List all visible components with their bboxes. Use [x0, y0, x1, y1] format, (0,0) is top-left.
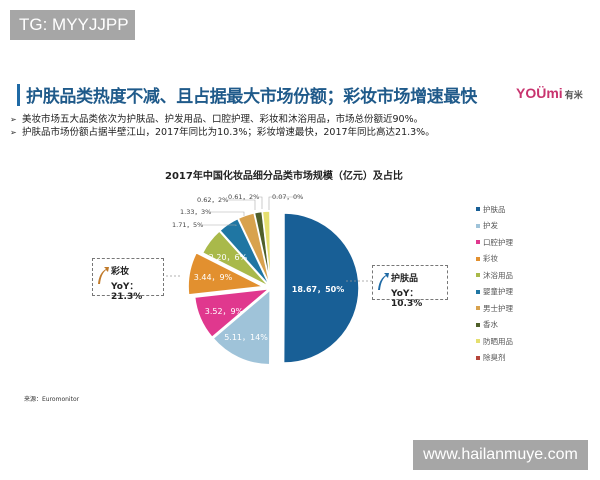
leader-line — [209, 211, 245, 216]
watermark-bottom-right: www.hailanmuye.com — [413, 440, 588, 470]
slice-label: 3.44，9% — [194, 273, 233, 282]
growth-arrow-icon — [378, 273, 389, 290]
callout-skincare: 护肤品 YoY：10.3% — [372, 265, 448, 309]
pie-slice — [269, 210, 272, 287]
slice-label: 0.61，2% — [228, 193, 259, 201]
callout-skincare-yoy: YoY：10.3% — [391, 289, 423, 309]
pie-slice — [187, 251, 266, 296]
legend-label: 彩妆 — [483, 254, 498, 264]
legend-swatch — [476, 273, 480, 278]
legend-item: 彩妆 — [476, 251, 513, 268]
slice-label: 0.62，2% — [197, 196, 228, 204]
legend-label: 护肤品 — [483, 204, 506, 214]
legend-item: 婴童护理 — [476, 284, 513, 301]
legend-item: 香水 — [476, 317, 513, 334]
slice-label: 3.52，9% — [205, 307, 244, 316]
title-accent-bar — [17, 84, 20, 106]
logo-text: YOÜmi — [516, 85, 563, 101]
slice-label: 1.33，3% — [180, 208, 211, 216]
legend-label: 口腔护理 — [483, 237, 513, 247]
leader-line — [201, 224, 237, 226]
chart-legend: 护肤品护发口腔护理彩妆沐浴用品婴童护理男士护理香水防晒用品除臭剂 — [476, 201, 513, 366]
legend-label: 男士护理 — [483, 303, 513, 313]
legend-label: 防晒用品 — [483, 336, 513, 346]
leader-line — [257, 196, 263, 209]
slice-label: 5.11，14% — [224, 333, 268, 342]
legend-item: 男士护理 — [476, 300, 513, 317]
slice-label: 18.67，50% — [292, 285, 344, 294]
callout-makeup: 彩妆 YoY：21.3% — [92, 258, 164, 302]
legend-swatch — [476, 355, 480, 360]
chart-title: 2017年中国化妆品细分品类市场规模（亿元）及占比 — [165, 171, 403, 182]
callout-makeup-yoy: YoY：21.3% — [111, 282, 143, 302]
pie-slice — [211, 288, 271, 366]
bullet-item: ➢ 护肤品市场份额占据半壁江山，2017年同比为10.3%；彩妆增速最快，2017… — [10, 127, 435, 138]
pie-slice — [193, 287, 272, 339]
page-title: 护肤品类热度不减、且占据最大市场份额；彩妆市场增速最快 — [26, 87, 477, 107]
legend-swatch — [476, 306, 480, 311]
callout-makeup-name: 彩妆 — [111, 267, 130, 277]
logo-cn: 有米 — [564, 90, 583, 100]
source-note: 来源：Euromonitor — [24, 396, 80, 403]
legend-swatch — [476, 223, 480, 228]
legend-swatch — [476, 256, 480, 261]
legend-swatch — [476, 339, 480, 344]
legend-swatch — [476, 289, 480, 294]
growth-arrow-icon — [98, 267, 109, 284]
arrow-bullet-icon: ➢ — [10, 128, 17, 137]
legend-label: 香水 — [483, 320, 498, 330]
legend-swatch — [476, 240, 480, 245]
pie-slice — [282, 212, 360, 364]
legend-item: 护肤品 — [476, 201, 513, 218]
slice-label: 2.20，6% — [209, 253, 248, 262]
legend-item: 防晒用品 — [476, 333, 513, 350]
leader-line — [226, 199, 256, 210]
watermark-top-left: TG: MYYJJPP — [10, 10, 135, 40]
leader-line — [268, 196, 302, 210]
legend-item: 口腔护理 — [476, 234, 513, 251]
legend-item: 沐浴用品 — [476, 267, 513, 284]
legend-label: 护发 — [483, 221, 498, 231]
legend-label: 除臭剂 — [483, 353, 506, 363]
legend-label: 沐浴用品 — [483, 270, 513, 280]
legend-item: 护发 — [476, 218, 513, 235]
legend-swatch — [476, 322, 480, 327]
arrow-bullet-icon: ➢ — [10, 115, 17, 124]
callout-skincare-name: 护肤品 — [391, 274, 419, 284]
bullet-item: ➢ 美妆市场五大品类依次为护肤品、护发用品、口腔护理、彩妆和沐浴用品，市场总份额近… — [10, 114, 424, 125]
brand-logo: YOÜmi 有米 — [516, 85, 583, 101]
legend-item: 除臭剂 — [476, 350, 513, 367]
bullet-list: ➢ 美妆市场五大品类依次为护肤品、护发用品、口腔护理、彩妆和沐浴用品，市场总份额近… — [10, 113, 435, 139]
legend-label: 婴童护理 — [483, 287, 513, 297]
slice-label: 1.71，5% — [172, 221, 203, 229]
legend-swatch — [476, 207, 480, 212]
